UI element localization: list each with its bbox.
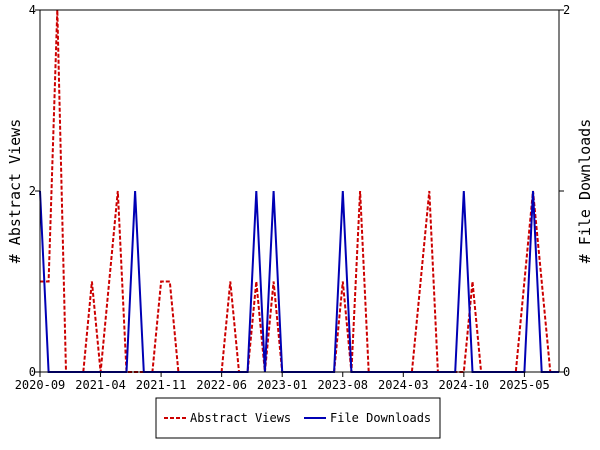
left-axis-label: # Abstract Views — [6, 119, 24, 264]
plot-area — [39, 9, 559, 373]
x-tick-label: 2022-06 — [196, 378, 247, 392]
x-tick-label: 2025-05 — [499, 378, 550, 392]
x-tick-label: 2020-09 — [15, 378, 66, 392]
x-tick-label: 2023-08 — [317, 378, 368, 392]
x-tick-label: 2021-11 — [136, 378, 187, 392]
left-tick-label: 4 — [29, 3, 36, 17]
legend-label-file-downloads: File Downloads — [330, 411, 431, 425]
legend-label-abstract-views: Abstract Views — [190, 411, 291, 425]
right-tick-label: 0 — [563, 365, 570, 379]
right-tick-label: 2 — [563, 3, 570, 17]
x-tick-label: 2024-10 — [439, 378, 490, 392]
series-line-abstract-views — [40, 9, 559, 373]
series-line-file-downloads — [39, 190, 559, 373]
legend-box — [155, 397, 441, 439]
left-tick-label: 0 — [29, 365, 36, 379]
axes: 0 2 4 0 2 2020-09 2021-04 2021-11 2022-06 2023-01… — [15, 3, 571, 392]
x-tick-label: 2024-03 — [378, 378, 429, 392]
left-tick-label: 2 — [29, 184, 36, 198]
right-axis-label: # File Downloads — [576, 119, 594, 264]
x-tick-label: 2021-04 — [75, 378, 126, 392]
x-tick-label: 2023-01 — [257, 378, 308, 392]
legend: Abstract Views File Downloads — [155, 397, 441, 439]
